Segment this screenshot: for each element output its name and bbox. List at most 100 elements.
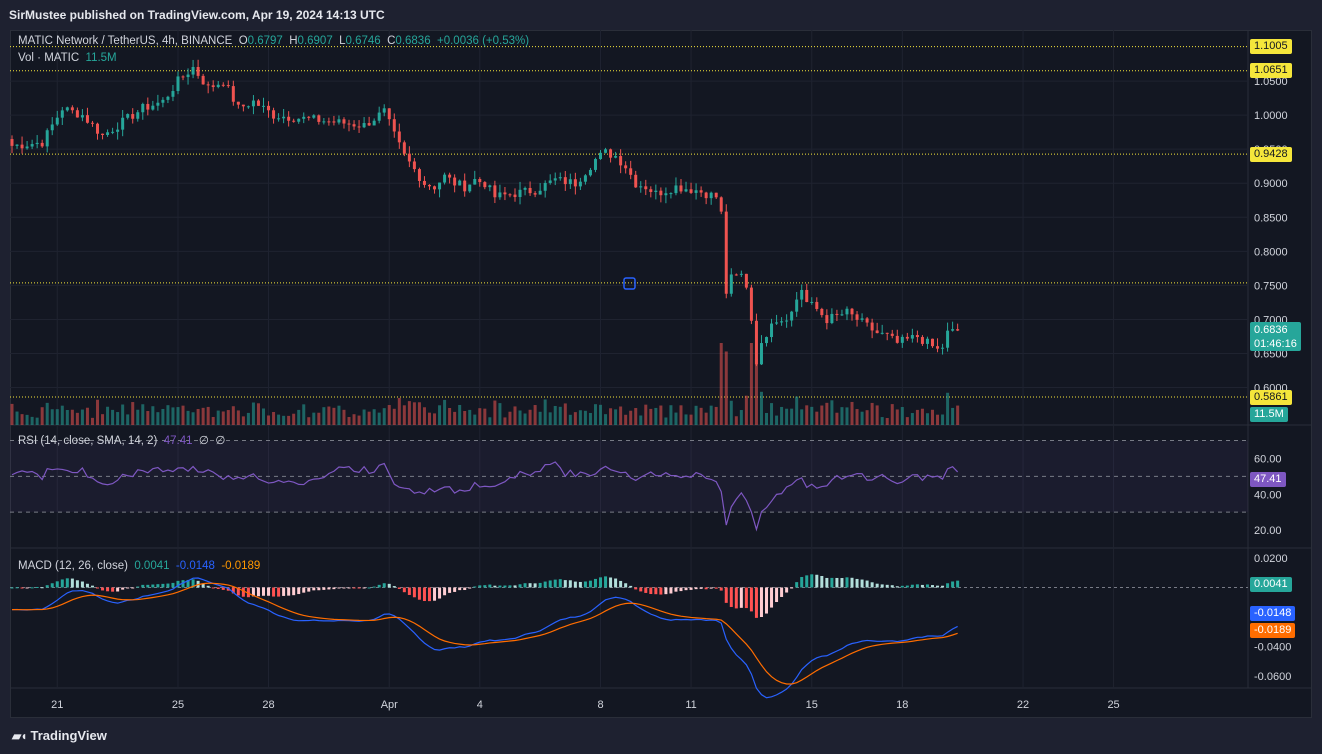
- candle-body-11: [65, 107, 69, 111]
- volume-bar-97: [498, 403, 502, 425]
- macd-hist-4: [30, 587, 34, 589]
- candle-body-123: [629, 168, 633, 175]
- macd-hist-145: [739, 587, 743, 608]
- volume-bar-110: [563, 403, 567, 425]
- macd-hist-183: [930, 585, 934, 588]
- price-chart[interactable]: 1.05001.00000.95000.90000.85000.80000.75…: [10, 30, 1312, 718]
- macd-hist-115: [588, 580, 592, 588]
- macd-hist-138: [704, 587, 708, 590]
- volume-bar-168: [855, 409, 859, 425]
- candle-body-7: [45, 130, 49, 147]
- candle-body-139: [709, 192, 713, 199]
- volume-bar-85: [438, 405, 442, 425]
- candle-body-144: [734, 274, 738, 276]
- candle-body-94: [483, 182, 487, 188]
- volume-bar-59: [307, 417, 311, 425]
- macd-hist-49: [256, 587, 260, 597]
- volume-bar-83: [427, 412, 431, 425]
- candle-body-175: [890, 333, 894, 336]
- volume-bar-128: [654, 407, 658, 425]
- macd-hist-139: [709, 587, 713, 589]
- macd-hist-122: [624, 583, 628, 588]
- candle-body-23: [126, 114, 130, 118]
- candle-body-53: [277, 118, 281, 120]
- macd-hist-173: [880, 584, 884, 588]
- volume-bar-13: [75, 412, 79, 425]
- macd-hist-29: [156, 584, 160, 588]
- macd-hist-93: [478, 585, 482, 588]
- macd-label[interactable]: MACD (12, 26, close): [18, 560, 128, 572]
- macd-hist-7: [45, 585, 49, 588]
- macd-hist-177: [900, 585, 904, 588]
- volume-bar-23: [126, 414, 130, 425]
- volume-bar-36: [191, 412, 195, 425]
- macd-hist-96: [493, 585, 497, 588]
- time-tick-9: 22: [1017, 699, 1029, 711]
- candle-body-5: [35, 142, 39, 145]
- candle-body-0: [10, 139, 14, 146]
- volume-bar-129: [659, 405, 663, 425]
- candle-body-57: [297, 118, 301, 122]
- volume-bar-69: [357, 415, 361, 425]
- macd-hist-38: [201, 583, 205, 588]
- volume-bar-89: [458, 404, 462, 425]
- volume-bar-151: [770, 403, 774, 425]
- rsi-tick-2: 20.00: [1254, 525, 1282, 537]
- volume-bar-99: [508, 411, 512, 425]
- candle-body-43: [226, 85, 230, 87]
- volume-bar-17: [96, 399, 100, 425]
- candle-body-165: [840, 314, 844, 316]
- volume-bar-86: [443, 399, 447, 425]
- volume-bar-181: [920, 408, 924, 425]
- candle-body-149: [759, 343, 763, 365]
- volume-bar-187: [951, 407, 955, 425]
- volume-bar-178: [905, 417, 909, 425]
- price-tick-1: 1.0000: [1254, 110, 1288, 122]
- volume-bar-147: [749, 343, 753, 425]
- candle-body-60: [312, 115, 316, 118]
- macd-hist-134: [684, 587, 688, 591]
- macd-hist-163: [830, 577, 834, 588]
- macd-hist-62: [322, 587, 326, 590]
- volume-bar-101: [518, 410, 522, 425]
- volume-bar-170: [865, 410, 869, 425]
- candle-body-119: [609, 149, 613, 158]
- volume-bar-15: [85, 407, 89, 425]
- candle-body-137: [699, 190, 703, 193]
- macd-hist-43: [226, 587, 230, 591]
- volume-bar-51: [267, 415, 271, 425]
- horizontal-levels: [10, 46, 1248, 398]
- macd-hist-5: [35, 586, 39, 588]
- candle-body-133: [679, 185, 683, 192]
- volume-bar-4: [30, 416, 34, 425]
- macd-hist-39: [206, 585, 210, 588]
- tradingview-logo[interactable]: ▰◖ TradingView: [12, 718, 107, 754]
- candle-body-14: [80, 115, 84, 118]
- volume-bar-112: [573, 412, 577, 425]
- volume-bar-134: [684, 414, 688, 425]
- volume-bar-116: [593, 404, 597, 425]
- low-value: 0.6746: [345, 35, 381, 47]
- candle-body-31: [166, 96, 170, 100]
- symbol-title[interactable]: MATIC Network / TetherUS, 4h, BINANCE: [18, 35, 233, 47]
- cursor-marker[interactable]: [623, 277, 636, 290]
- macd-hist-92: [473, 586, 477, 588]
- macd-hist-182: [925, 584, 929, 588]
- volume-bar-6: [40, 407, 44, 425]
- volume-bar-108: [553, 405, 557, 425]
- macd-hist-77: [397, 587, 401, 589]
- candle-body-81: [417, 169, 421, 181]
- macd-hist-98: [503, 585, 507, 588]
- macd-hist-104: [533, 583, 537, 588]
- volume-bar-184: [936, 414, 940, 425]
- volume-label[interactable]: Vol · MATIC: [18, 52, 80, 64]
- rsi-label[interactable]: RSI (14, close, SMA, 14, 2): [18, 435, 158, 447]
- volume-bar-125: [639, 415, 643, 425]
- candle-body-184: [936, 346, 940, 349]
- volume-bar-161: [820, 405, 824, 425]
- macd-hist-12: [70, 578, 74, 588]
- candle-body-134: [684, 189, 688, 192]
- volume-bar-185: [941, 414, 945, 425]
- candle-body-187: [951, 329, 955, 331]
- volume-bar-19: [106, 406, 110, 425]
